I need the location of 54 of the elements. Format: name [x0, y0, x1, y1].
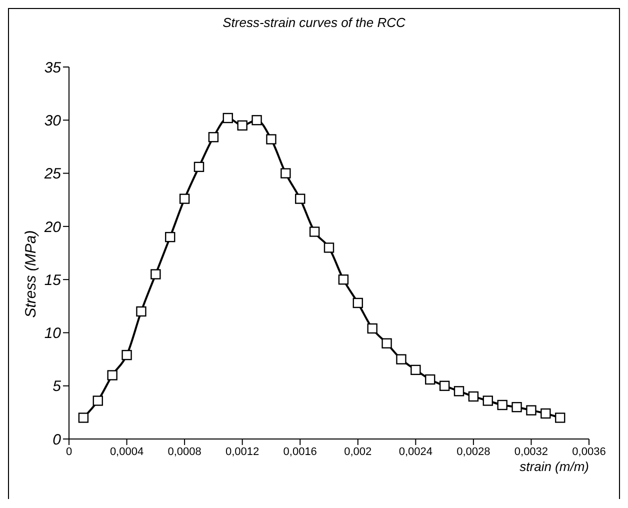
x-tick-label: 0,0004 [110, 446, 144, 458]
point [150, 269, 161, 280]
point [526, 405, 536, 416]
point [367, 323, 378, 334]
point [92, 396, 103, 406]
point [179, 194, 190, 204]
point [252, 115, 262, 126]
point [194, 162, 204, 172]
x-axis-title: strain (m/m) [520, 459, 589, 474]
point [454, 386, 464, 396]
point [425, 374, 436, 385]
point [266, 134, 276, 144]
point [280, 168, 291, 178]
point [78, 412, 89, 423]
point [396, 354, 406, 364]
y-tick-label: 10 [44, 325, 62, 342]
y-tick-label: 20 [43, 218, 62, 236]
x-tick-label: 0,0012 [226, 446, 260, 458]
point [107, 370, 118, 380]
point [338, 274, 349, 285]
y-tick-label: 30 [44, 112, 62, 130]
x-tick-label: 0,0016 [283, 446, 317, 458]
x-tick-label: 0,0024 [398, 446, 432, 458]
point [482, 396, 493, 406]
point [324, 242, 334, 253]
x-tick-label: 0,0032 [514, 446, 548, 458]
point [512, 402, 522, 412]
y-tick-label: 35 [44, 59, 62, 76]
point [410, 364, 421, 376]
y-tick-label: 15 [44, 272, 62, 289]
point [165, 232, 176, 242]
point [208, 132, 219, 142]
x-tick-label: 0 [66, 446, 72, 458]
point [237, 120, 248, 131]
point [352, 298, 363, 308]
point [382, 338, 392, 348]
point [497, 400, 508, 410]
point [540, 408, 551, 419]
point [468, 391, 479, 402]
point [122, 350, 132, 360]
point [136, 306, 146, 317]
chart-title: Stress-strain curves of the RCC [222, 15, 406, 30]
point [295, 194, 306, 204]
point [309, 226, 320, 237]
x-tick-label: 0,0036 [572, 446, 606, 458]
y-tick-label: 25 [43, 166, 62, 183]
x-tick-label: 0,0008 [168, 446, 202, 458]
point [439, 380, 450, 391]
x-tick-label: 0,002 [344, 446, 372, 458]
y-axis-title: Stress (MPa) [22, 230, 40, 318]
point [555, 412, 566, 423]
y-tick-label: 5 [52, 378, 62, 396]
x-tick-label: 0,0028 [456, 446, 490, 458]
point [222, 112, 233, 124]
